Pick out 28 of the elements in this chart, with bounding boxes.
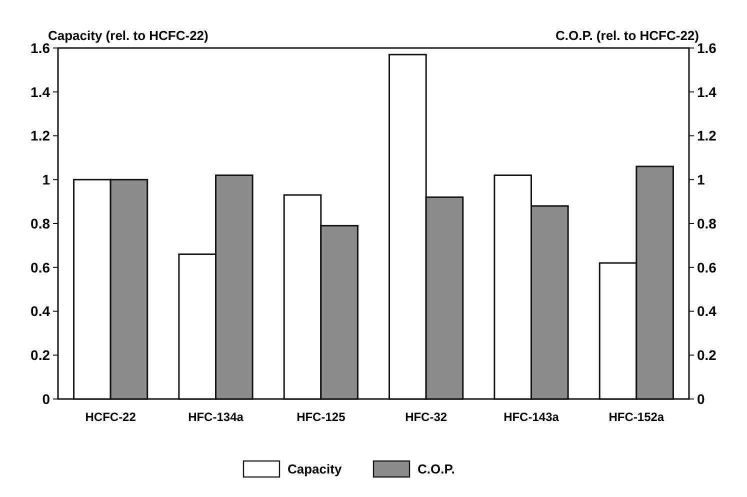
y2-tick-label: 0.4 <box>697 303 717 320</box>
y2-tick-label: 0 <box>697 390 705 407</box>
y-tick-label: 0.8 <box>30 215 50 232</box>
y-axis-title: Capacity (rel. to HCFC-22) <box>48 28 208 43</box>
y2-tick-label: 1.4 <box>697 84 717 100</box>
legend-label: C.O.P. <box>418 462 455 477</box>
y-tick-label: 1.2 <box>30 128 50 144</box>
y-tick-label: 1.4 <box>30 84 50 100</box>
y2-tick-label: 1.6 <box>697 40 717 56</box>
y2-axis-title: C.O.P. (rel. to HCFC-22) <box>555 28 699 43</box>
x-tick-label: HFC-134a <box>188 410 244 424</box>
y-tick-label: 1.6 <box>30 40 50 56</box>
legend-label: Capacity <box>288 462 342 477</box>
x-tick-label: HCFC-22 <box>85 410 136 424</box>
y-tick-label: 0.6 <box>30 259 50 276</box>
x-tick-label: HFC-125 <box>296 410 346 424</box>
y2-tick-label: 0.2 <box>697 347 717 364</box>
x-tick-label: HFC-152a <box>608 410 664 424</box>
y2-tick-label: 1 <box>697 172 705 188</box>
y2-tick-label: 0.8 <box>697 215 717 232</box>
x-tick-label: HFC-32 <box>405 410 448 424</box>
y2-tick-label: 0.6 <box>697 259 717 276</box>
y-tick-label: 0 <box>42 390 50 407</box>
x-tick-label: HFC-143a <box>504 410 560 424</box>
y-tick-label: 1 <box>42 172 50 188</box>
y2-tick-label: 1.2 <box>697 128 717 144</box>
y-tick-label: 0.2 <box>30 347 50 364</box>
y-tick-label: 0.4 <box>30 303 50 320</box>
